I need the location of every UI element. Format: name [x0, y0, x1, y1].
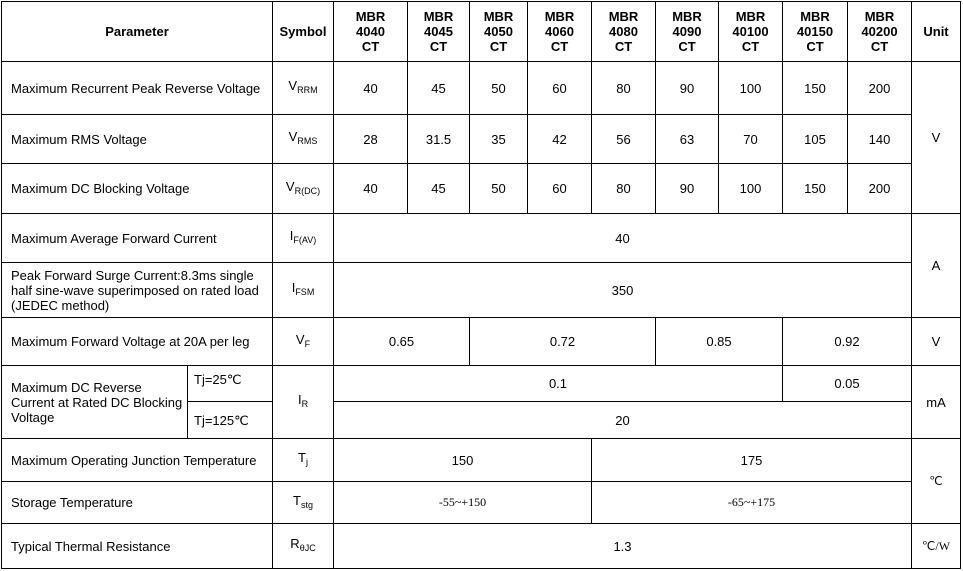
param-label: Maximum RMS Voltage — [1, 114, 273, 164]
table-row: Maximum DC Blocking Voltage VR(DC) 40 45 5… — [1, 163, 961, 214]
symbol: VF — [272, 317, 334, 366]
table-row: Maximum DC Reverse Current at Rated DC B… — [1, 365, 961, 439]
symbol: IFSM — [272, 262, 334, 318]
symbol: RθJC — [272, 523, 334, 569]
value: 56 — [591, 114, 656, 164]
value: 40 — [333, 61, 408, 115]
condition: Tj=25℃ — [187, 365, 273, 402]
param-label: Maximum DC Reverse Current at Rated DC B… — [1, 365, 188, 439]
value: 200 — [847, 163, 912, 214]
value: 100 — [718, 163, 783, 214]
symbol: IR — [272, 365, 334, 439]
value: 60 — [527, 163, 592, 214]
value: 28 — [333, 114, 408, 164]
value: 80 — [591, 163, 656, 214]
value: 35 — [469, 114, 528, 164]
value: 50 — [469, 61, 528, 115]
symbol: Tstg — [272, 481, 334, 524]
table-row: Tj=125℃ 20 — [2, 401, 961, 439]
value: 60 — [527, 61, 592, 115]
unit: V — [911, 61, 961, 214]
header-row: Parameter Symbol MBR 4040 CT MBR 4045 CT MBR… — [1, 1, 961, 62]
value: 175 — [591, 438, 912, 482]
table-row: Maximum Operating Junction Temperature T… — [1, 438, 961, 524]
param-label: Maximum Recurrent Peak Reverse Voltage — [1, 61, 273, 115]
unit: ℃/W — [911, 523, 961, 569]
unit: A — [911, 213, 961, 318]
header-model: MBR 40100 CT — [718, 1, 783, 62]
value: 45 — [407, 163, 470, 214]
value: 31.5 — [407, 114, 470, 164]
value: 90 — [655, 163, 719, 214]
value: 150 — [333, 438, 592, 482]
header-parameter: Parameter — [1, 1, 273, 62]
param-label: Maximum DC Blocking Voltage — [1, 163, 273, 214]
value: 0.05 — [782, 365, 912, 402]
value: 45 — [407, 61, 470, 115]
param-label: Typical Thermal Resistance — [1, 523, 273, 569]
value: 40 — [333, 163, 408, 214]
header-model: MBR 4040 CT — [333, 1, 408, 62]
param-label: Maximum Forward Voltage at 20A per leg — [1, 317, 273, 366]
value: 90 — [655, 61, 719, 115]
value: 150 — [782, 61, 848, 115]
unit: ℃ — [911, 438, 961, 524]
header-model: MBR 4045 CT — [407, 1, 470, 62]
header-symbol: Symbol — [272, 1, 334, 62]
value: 20 — [333, 401, 912, 439]
value: 140 — [847, 114, 912, 164]
header-unit: Unit — [911, 1, 961, 62]
table-row: Maximum Recurrent Peak Reverse Voltage V… — [1, 61, 961, 214]
symbol: VRMS — [272, 114, 334, 164]
value: 150 — [782, 163, 848, 214]
unit: V — [911, 317, 961, 366]
value: 40 — [333, 213, 912, 263]
value: -65~+175 — [591, 481, 912, 524]
header-model: MBR 40150 CT — [782, 1, 848, 62]
value: 0.1 — [333, 365, 783, 402]
value: 0.65 — [333, 317, 470, 366]
param-label: Storage Temperature — [1, 481, 273, 524]
value: 50 — [469, 163, 528, 214]
symbol: IF(AV) — [272, 213, 334, 263]
symbol: Tj — [272, 438, 334, 482]
value: 70 — [718, 114, 783, 164]
value: 0.72 — [469, 317, 656, 366]
header-model: MBR 4060 CT — [527, 1, 592, 62]
condition: Tj=125℃ — [187, 401, 273, 439]
value: 1.3 — [333, 523, 912, 569]
header-model: MBR 4090 CT — [655, 1, 719, 62]
value: 63 — [655, 114, 719, 164]
value: 42 — [527, 114, 592, 164]
header-model: MBR 4080 CT — [591, 1, 656, 62]
table-row: Storage Temperature Tstg -55~+150 -65~+1… — [1, 481, 961, 524]
param-label: Maximum Average Forward Current — [1, 213, 273, 263]
table-row: Peak Forward Surge Current:8.3ms single … — [1, 262, 961, 318]
value: 350 — [333, 262, 912, 318]
header-model: MBR 40200 CT — [847, 1, 912, 62]
symbol: VRRM — [272, 61, 334, 115]
value: 200 — [847, 61, 912, 115]
value: 0.92 — [782, 317, 912, 366]
unit: mA — [911, 365, 961, 439]
table-row: Maximum Forward Voltage at 20A per leg V… — [1, 317, 961, 366]
symbol: VR(DC) — [272, 163, 334, 214]
value: 105 — [782, 114, 848, 164]
table-row: Typical Thermal Resistance RθJC 1.3 ℃/W — [1, 523, 961, 569]
value: 100 — [718, 61, 783, 115]
value: -55~+150 — [333, 481, 592, 524]
header-model: MBR 4050 CT — [469, 1, 528, 62]
table-row: Maximum RMS Voltage VRMS 28 31.5 35 42 56 63 7… — [1, 114, 961, 164]
table-row: Maximum Average Forward Current IF(AV) 4… — [1, 213, 961, 318]
param-label: Peak Forward Surge Current:8.3ms single … — [1, 262, 273, 318]
value: 0.85 — [655, 317, 783, 366]
param-label: Maximum Operating Junction Temperature — [1, 438, 273, 482]
value: 80 — [591, 61, 656, 115]
